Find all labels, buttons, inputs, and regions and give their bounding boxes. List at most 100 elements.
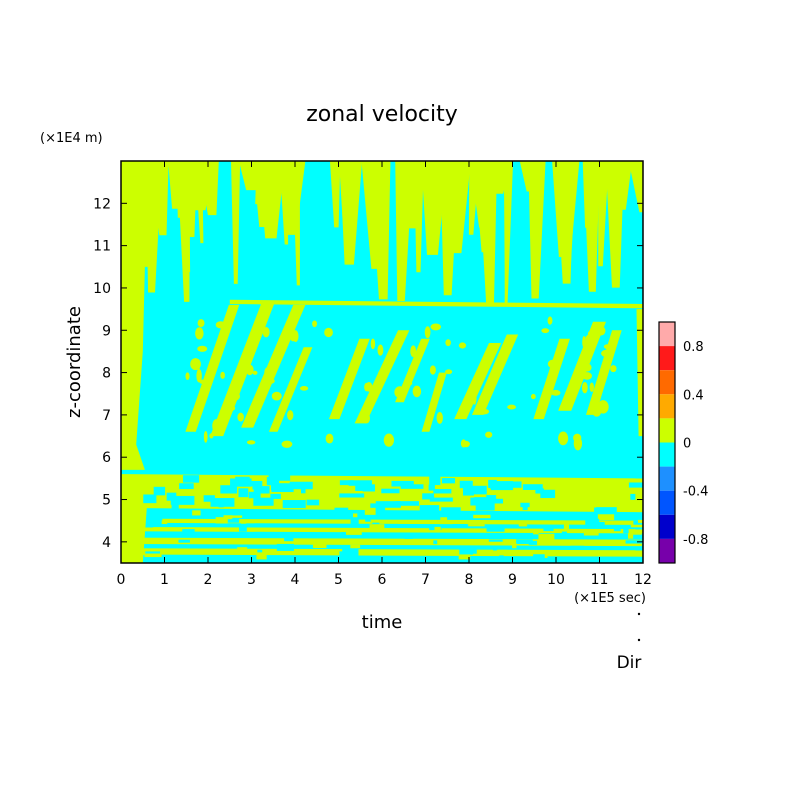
contour-patch [561, 531, 567, 539]
contour-patch [582, 540, 596, 545]
contour-speck [550, 389, 561, 396]
contour-patch [237, 547, 248, 552]
x-tick-label: 10 [547, 572, 565, 588]
contour-hole [270, 493, 281, 499]
contour-streak [450, 161, 471, 254]
contour-patch [528, 540, 538, 545]
contour-streak [329, 161, 341, 228]
contour-hole [422, 493, 435, 500]
contour-hole [522, 484, 543, 490]
contour-band [129, 527, 643, 534]
contour-hole [170, 495, 195, 505]
contour-hole [381, 488, 400, 494]
contour-streak [628, 161, 643, 213]
contour-patch [493, 545, 497, 551]
contour-speck [424, 326, 431, 339]
contour-hole [220, 485, 238, 494]
contour-speck [430, 323, 442, 331]
contour-patch [284, 536, 294, 542]
contour-streak [421, 372, 447, 432]
x-tick-label: 9 [508, 572, 517, 588]
contour-patch [239, 526, 247, 532]
contour-speck [581, 381, 588, 394]
colorbar-frame [658, 321, 676, 564]
contour-patch [559, 520, 565, 524]
contour-streak [246, 161, 257, 190]
contour-hole [268, 474, 291, 481]
contour-patch [364, 507, 376, 515]
contour-patch [161, 520, 168, 525]
y-tick-label: 4 [102, 535, 111, 551]
contour-patch [486, 527, 505, 532]
contour-streak [328, 338, 370, 420]
contour-patch [342, 548, 359, 556]
contour-streak [185, 304, 240, 432]
contour-speck [436, 411, 443, 424]
contour-speck [377, 369, 389, 379]
contour-hole [477, 488, 485, 494]
contour-patch [192, 510, 201, 516]
colorbar-tick-label: 0.4 [683, 388, 704, 403]
contour-patch [331, 511, 348, 517]
contour-streak [565, 161, 577, 281]
colorbar-tick-label: 0 [683, 437, 691, 452]
x-tick-label: 5 [334, 572, 343, 588]
contour-streak [528, 161, 546, 299]
colorbar-tick-label: -0.4 [683, 485, 708, 500]
contour-speck [365, 381, 373, 392]
contour-streak [241, 304, 306, 428]
colorbar: 0.8 0.4 0 -0.4 -0.8 [658, 321, 708, 564]
contour-speck [262, 327, 270, 338]
x-axis-label: time [362, 612, 403, 633]
y-tick-label: 5 [102, 493, 111, 509]
contour-patch [543, 525, 554, 532]
contour-speck [190, 358, 201, 371]
contour-patch [195, 550, 212, 554]
contour-streak [268, 347, 313, 432]
contour-hole [362, 484, 376, 492]
contour-speck [377, 344, 384, 356]
colorbar-swatch [659, 370, 675, 395]
contour-hole [348, 480, 372, 486]
contour-patch [563, 524, 570, 532]
contour-streak [168, 161, 193, 209]
contour-patch [230, 515, 243, 518]
contour-streak [339, 161, 347, 230]
contour-speck [189, 417, 197, 426]
contour-streak [397, 161, 417, 225]
y-axis-label: z-coordinate [64, 306, 85, 418]
contour-speck [585, 334, 595, 342]
contour-streak [558, 321, 606, 411]
contour-patch [345, 528, 362, 535]
contour-hole [253, 497, 274, 506]
contour-patch [350, 544, 361, 549]
contour-patch [312, 542, 327, 548]
contour-hole [218, 499, 224, 508]
contour-patch [498, 549, 508, 556]
contour-speck [229, 391, 241, 401]
contour-speck [547, 359, 558, 369]
contour-patch [488, 539, 503, 542]
contour-speck [197, 319, 205, 328]
contour-patch [341, 532, 346, 537]
contour-speck [299, 386, 309, 391]
contour-patch [570, 545, 585, 549]
y-tick-label: 12 [93, 196, 111, 212]
contour-patch [538, 533, 555, 540]
contour-hole [179, 483, 194, 490]
contour-patch [224, 517, 240, 523]
x-tick-label: 3 [247, 572, 256, 588]
contour-hole [238, 488, 249, 498]
contour-patch [512, 543, 517, 549]
contour-hole [171, 503, 179, 509]
y-tick-label: 11 [93, 239, 111, 255]
contour-patch [637, 519, 643, 523]
contour-hole [203, 495, 215, 502]
contour-speck [593, 391, 599, 406]
colorbar-swatch [659, 514, 675, 539]
field-contours [121, 161, 643, 563]
contour-speck [479, 408, 490, 415]
contour-hole [266, 476, 280, 486]
contour-speck [370, 338, 376, 350]
